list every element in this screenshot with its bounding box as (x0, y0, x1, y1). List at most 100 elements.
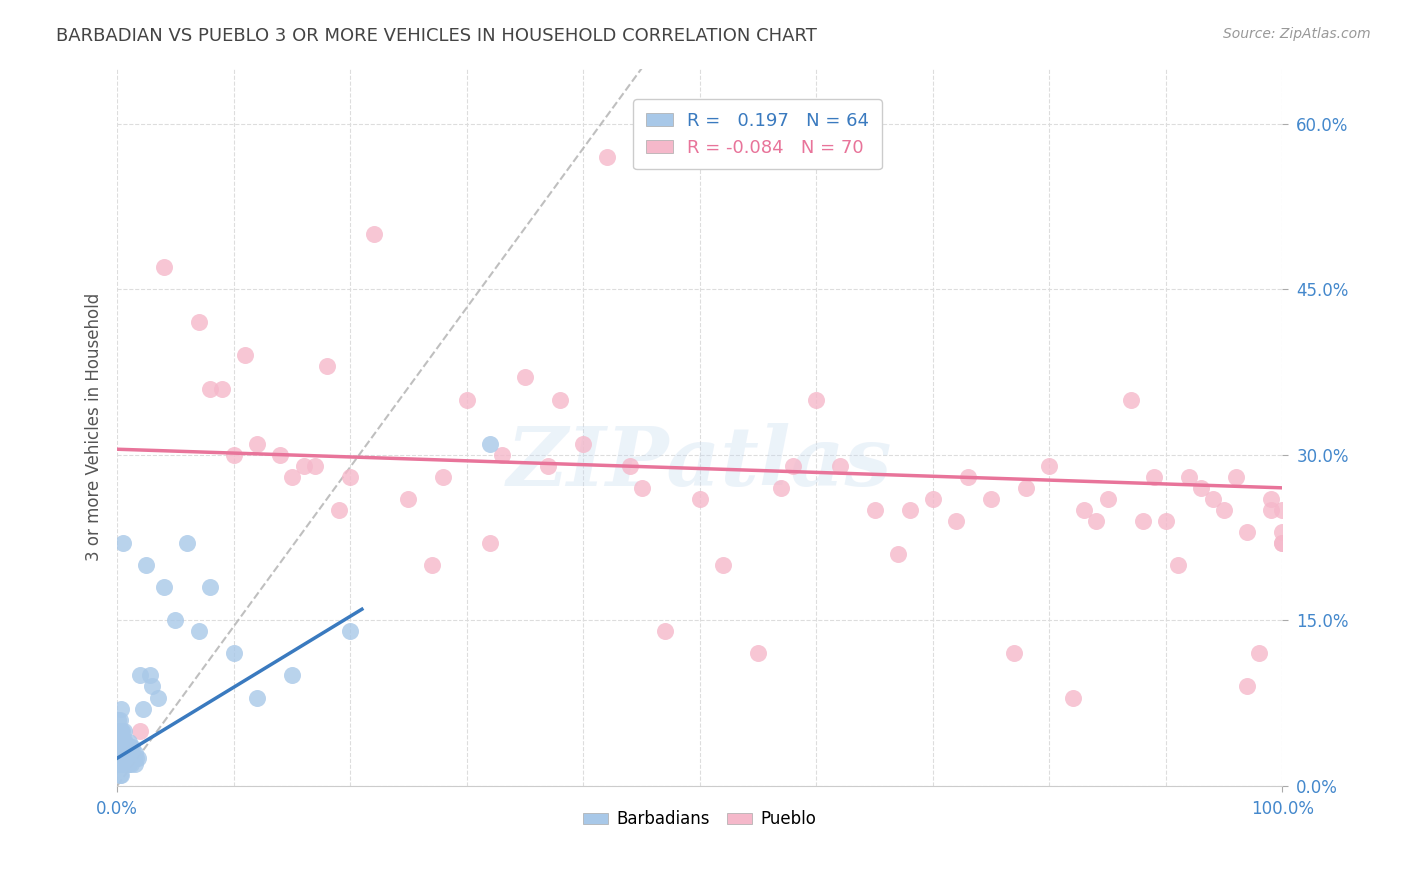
Point (432, 470, 454, 484)
Point (619, 458, 641, 473)
Point (292, 458, 315, 473)
Point (828, 458, 851, 473)
Point (328, 503, 350, 517)
Point (111, 536, 134, 550)
Point (1085, 514, 1108, 528)
Point (118, 734, 141, 748)
Point (122, 751, 145, 765)
Point (1062, 690, 1084, 705)
Point (112, 746, 135, 760)
Point (152, 580, 174, 594)
Point (1271, 503, 1294, 517)
Point (110, 723, 132, 738)
Point (479, 536, 502, 550)
Point (246, 436, 269, 450)
Point (572, 436, 595, 450)
Point (1154, 514, 1177, 528)
Point (110, 768, 132, 782)
Point (316, 359, 339, 374)
Point (187, 315, 209, 329)
Point (118, 740, 141, 755)
Point (1038, 458, 1060, 473)
Point (132, 701, 155, 715)
Point (111, 734, 134, 748)
Point (1189, 481, 1212, 495)
Point (782, 458, 804, 473)
Point (121, 740, 143, 755)
Point (1097, 491, 1119, 506)
Point (1260, 503, 1282, 517)
Point (304, 458, 326, 473)
Point (1132, 514, 1154, 528)
Point (118, 751, 141, 765)
Point (887, 547, 910, 561)
Point (108, 756, 131, 771)
Point (187, 624, 209, 639)
Legend: Barbadians, Pueblo: Barbadians, Pueblo (576, 804, 823, 835)
Point (112, 756, 135, 771)
Point (548, 392, 571, 407)
Point (630, 481, 652, 495)
Point (108, 734, 131, 748)
Point (222, 646, 245, 660)
Point (111, 756, 134, 771)
Point (114, 734, 136, 748)
Point (108, 723, 131, 738)
Point (513, 370, 536, 384)
Y-axis label: 3 or more Vehicles in Household: 3 or more Vehicles in Household (86, 293, 103, 561)
Point (1073, 503, 1095, 517)
Point (114, 751, 136, 765)
Point (118, 751, 141, 765)
Point (107, 756, 129, 771)
Point (654, 624, 676, 639)
Point (120, 746, 142, 760)
Point (118, 756, 141, 771)
Point (689, 491, 711, 506)
Point (200, 580, 222, 594)
Point (806, 392, 828, 407)
Point (115, 751, 138, 765)
Point (595, 150, 617, 164)
Point (108, 746, 131, 760)
Point (108, 713, 131, 727)
Point (281, 668, 304, 682)
Point (1015, 481, 1038, 495)
Point (107, 734, 129, 748)
Point (921, 491, 943, 506)
Point (111, 734, 134, 748)
Point (117, 756, 139, 771)
Point (127, 751, 149, 765)
Point (120, 756, 142, 771)
Point (152, 260, 174, 274)
Point (121, 751, 143, 765)
Point (269, 448, 291, 462)
Point (200, 382, 222, 396)
Point (165, 613, 187, 627)
Point (129, 723, 152, 738)
Point (281, 470, 304, 484)
Point (537, 458, 560, 473)
Point (363, 227, 385, 241)
Point (711, 558, 734, 573)
Point (111, 746, 134, 760)
Point (124, 756, 146, 771)
Point (1236, 680, 1258, 694)
Point (115, 740, 138, 755)
Point (139, 668, 162, 682)
Text: Source: ZipAtlas.com: Source: ZipAtlas.com (1223, 27, 1371, 41)
Point (112, 723, 135, 738)
Point (479, 436, 502, 450)
Text: BARBADIAN VS PUEBLO 3 OR MORE VEHICLES IN HOUSEHOLD CORRELATION CHART: BARBADIAN VS PUEBLO 3 OR MORE VEHICLES I… (56, 27, 817, 45)
Point (211, 382, 233, 396)
Point (112, 734, 135, 748)
Point (1167, 558, 1189, 573)
Point (420, 558, 443, 573)
Text: ZIPatlas: ZIPatlas (508, 423, 893, 503)
Point (339, 624, 361, 639)
Point (1271, 524, 1294, 539)
Point (1271, 536, 1294, 550)
Point (222, 448, 245, 462)
Point (1236, 524, 1258, 539)
Point (945, 514, 967, 528)
Point (110, 701, 132, 715)
